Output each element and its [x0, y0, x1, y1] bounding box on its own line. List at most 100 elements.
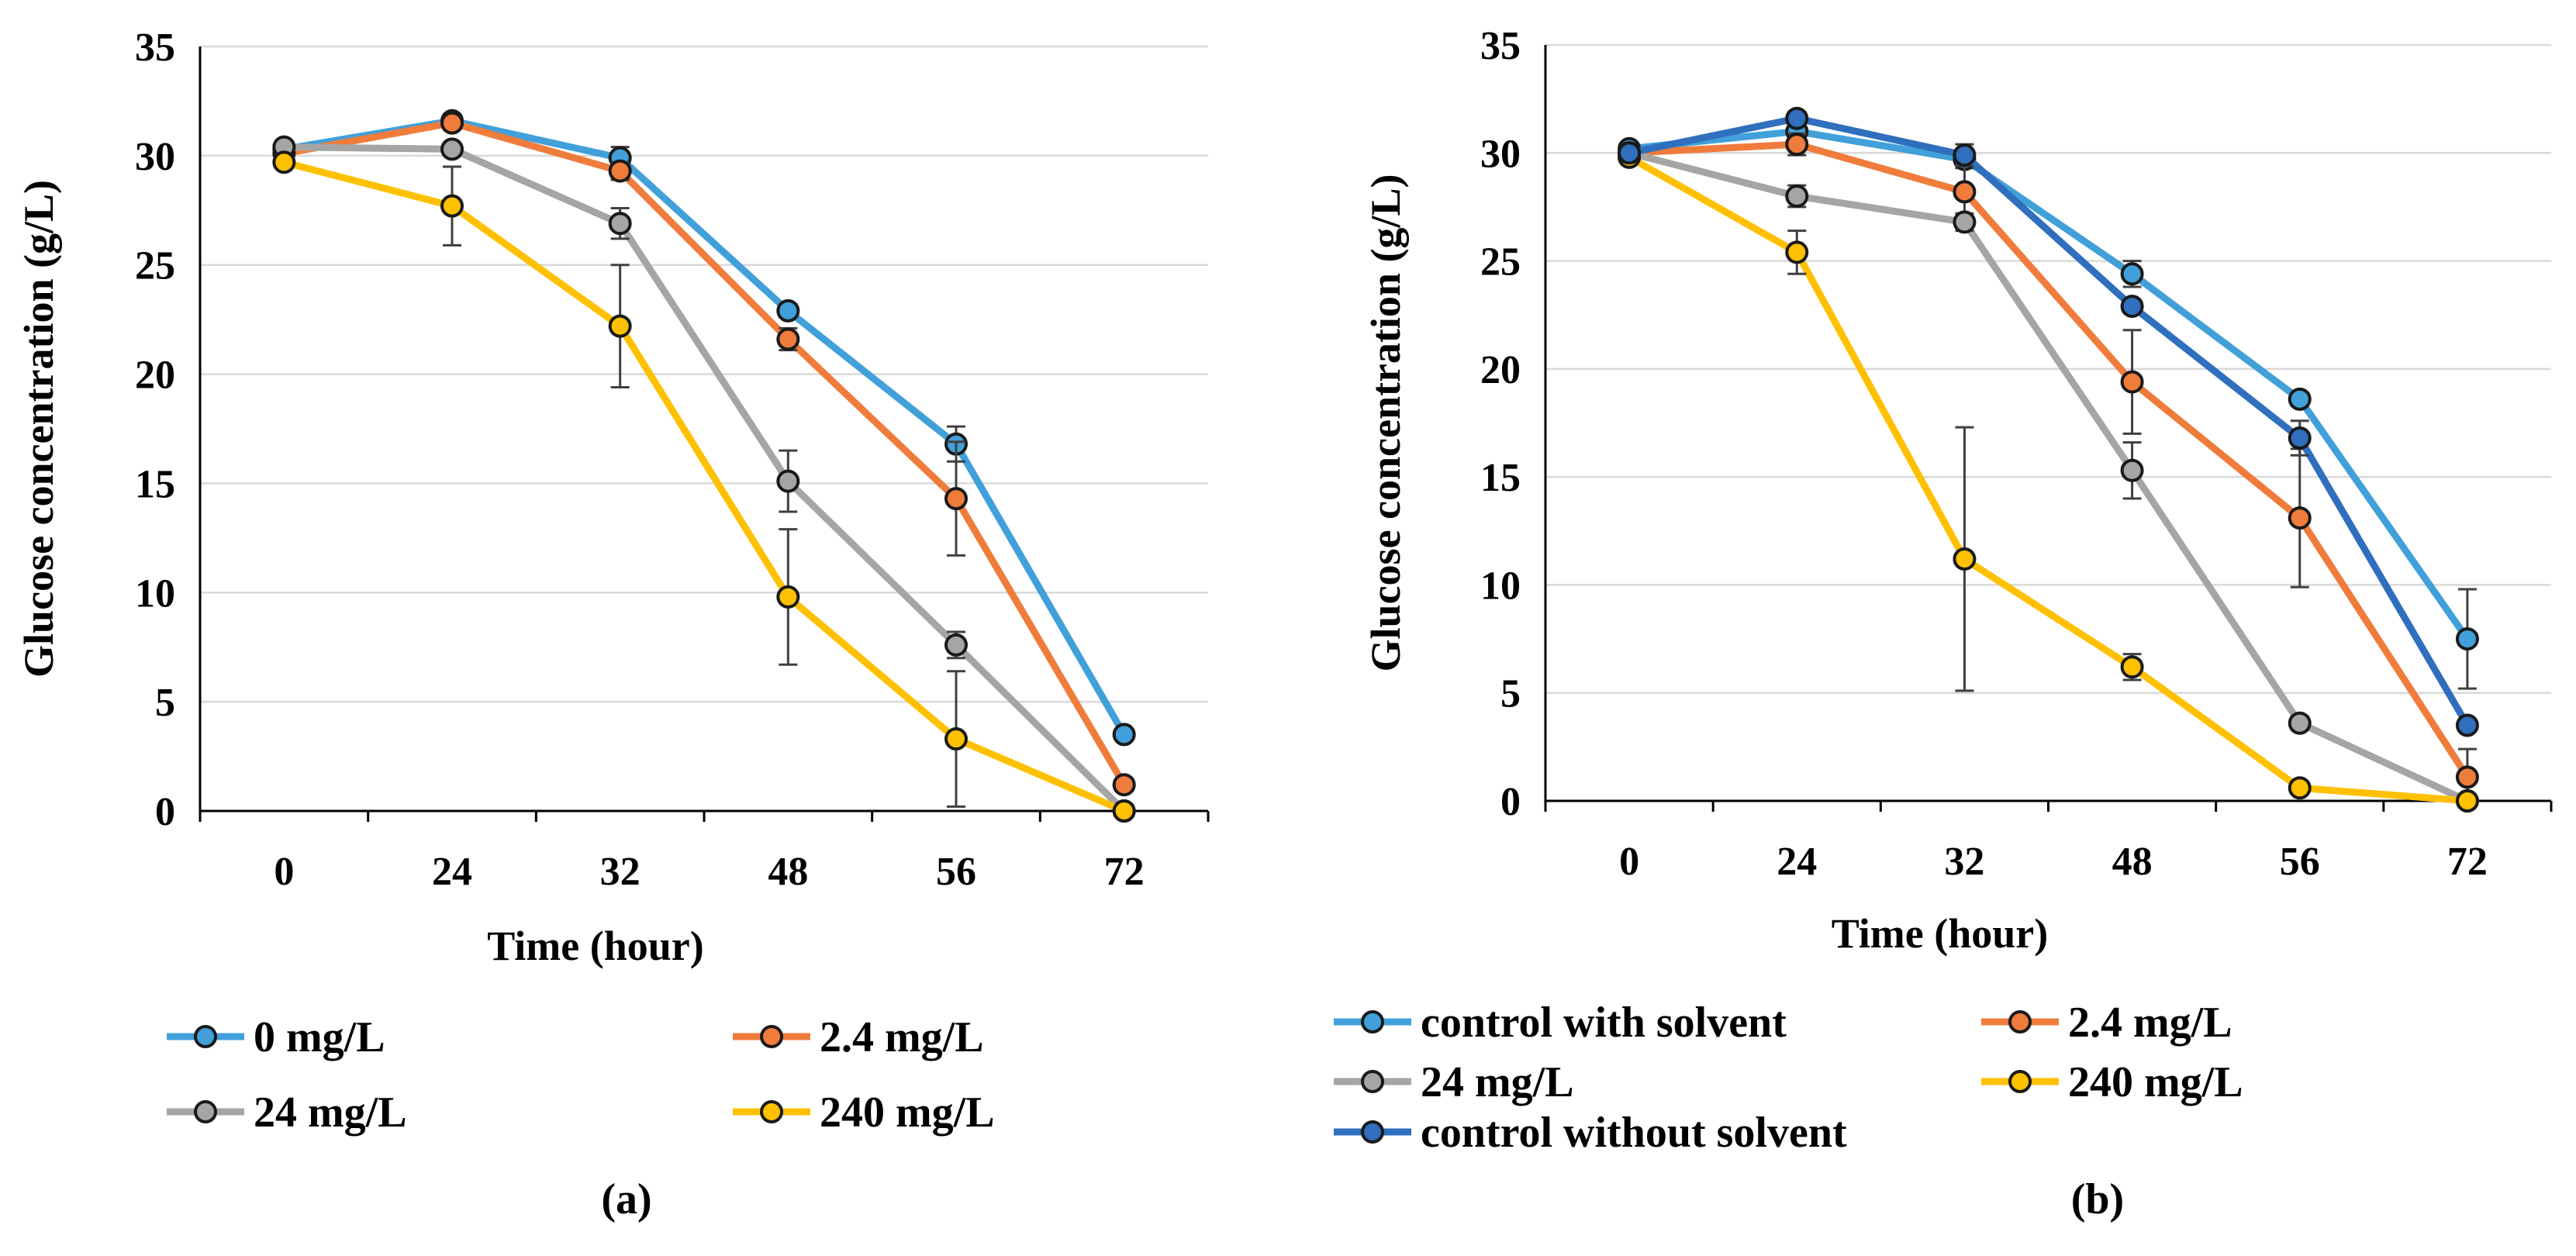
- y-tick-label: 30: [1480, 132, 1521, 176]
- series-240-mg-l: [272, 150, 1136, 823]
- y-tick-label: 5: [155, 681, 175, 725]
- data-point: [272, 150, 296, 174]
- data-point: [776, 298, 800, 323]
- series-line: [283, 158, 1126, 815]
- y-tick-label: 35: [135, 26, 175, 70]
- legend-label: control with solvent: [1421, 999, 1787, 1047]
- y-tick-label: 5: [1500, 672, 1521, 716]
- legend-item: 240 mg/L: [733, 1089, 995, 1137]
- panel-label: (a): [601, 1175, 651, 1223]
- series-line: [1627, 154, 2468, 805]
- data-point: [2455, 765, 2479, 789]
- x-tick-label: 48: [768, 850, 808, 894]
- legend-item: control without solvent: [1334, 1109, 1847, 1157]
- data-point: [2455, 789, 2479, 813]
- y-tick-label: 0: [155, 790, 175, 834]
- series-line: [1628, 115, 2471, 727]
- x-tick-label: 56: [2280, 840, 2320, 884]
- legend-swatch-marker: [1361, 1010, 1384, 1033]
- legend-label: 24 mg/L: [254, 1089, 407, 1137]
- series-240-mg-l: [1618, 145, 2479, 813]
- series-line: [284, 143, 1127, 814]
- y-tick-label: 35: [1480, 24, 1521, 68]
- data-point: [2288, 711, 2312, 735]
- data-point: [1618, 141, 1642, 165]
- legend-item: 2.4 mg/L: [1981, 999, 2232, 1047]
- x-tick-label: 72: [1104, 850, 1145, 894]
- x-tick-label: 56: [936, 850, 976, 894]
- legend-swatch-marker: [194, 1025, 217, 1048]
- data-point: [2288, 426, 2312, 450]
- data-point: [2455, 713, 2479, 737]
- data-point: [1953, 143, 1977, 167]
- data-point: [2288, 387, 2312, 411]
- data-point: [2288, 506, 2312, 530]
- data-point: [2120, 295, 2144, 319]
- legend-item: 240 mg/L: [1981, 1058, 2243, 1106]
- data-point: [1785, 133, 1809, 157]
- data-point: [608, 314, 632, 338]
- series-2-4-mg-l: [272, 111, 1136, 797]
- y-tick-label: 20: [135, 354, 175, 398]
- data-point: [944, 727, 968, 751]
- data-point: [1112, 799, 1136, 823]
- y-tick-label: 15: [1480, 456, 1521, 500]
- legend-label: 2.4 mg/L: [2068, 999, 2232, 1047]
- data-point: [944, 487, 968, 511]
- series-control-with-solvent: [1618, 119, 2479, 690]
- legend-swatch-marker: [2008, 1010, 2032, 1033]
- legend-swatch-marker: [1361, 1120, 1384, 1144]
- x-tick-label: 24: [432, 850, 472, 894]
- legend-label: 240 mg/L: [2068, 1058, 2243, 1106]
- data-point: [608, 212, 632, 236]
- legend-label: 2.4 mg/L: [820, 1013, 984, 1061]
- y-axis-title: Glucose concentration (g/L): [1362, 174, 1409, 672]
- legend-label: 0 mg/L: [254, 1013, 385, 1061]
- y-tick-label: 25: [1480, 240, 1521, 285]
- legend-item: 0 mg/L: [167, 1013, 385, 1061]
- chart-panel-b: 0 5 10 15 20 25 30 35 0 24 32 48 56 72 Time (hour) Gluc…: [1334, 24, 2553, 1223]
- x-tick-label: 32: [600, 850, 641, 894]
- x-axis-title: Time (hour): [487, 923, 704, 969]
- data-point: [2288, 776, 2312, 800]
- series-line: [1628, 127, 2471, 641]
- y-tick-label: 30: [135, 135, 175, 179]
- y-tick-label: 15: [135, 462, 175, 506]
- series-line: [283, 119, 1127, 787]
- legend-label: control without solvent: [1421, 1109, 1847, 1157]
- x-tick-label: 72: [2447, 840, 2488, 884]
- data-point: [776, 469, 800, 493]
- x-tick-label: 32: [1944, 840, 1984, 884]
- data-point: [1953, 180, 1977, 204]
- x-tick-label: 0: [1619, 840, 1639, 884]
- data-point: [776, 327, 800, 351]
- series-control-without-solvent: [1618, 106, 2479, 737]
- legend-item: 2.4 mg/L: [733, 1013, 984, 1061]
- data-point: [1785, 185, 1809, 208]
- y-tick-label: 0: [1500, 780, 1521, 824]
- data-point: [440, 137, 464, 161]
- series-line: [1628, 140, 2471, 779]
- data-point: [944, 633, 968, 657]
- legend-swatch-marker: [2008, 1070, 2032, 1093]
- x-tick-label: 48: [2112, 840, 2153, 884]
- data-point: [440, 194, 464, 218]
- y-tick-label: 20: [1480, 348, 1521, 392]
- data-point: [1953, 210, 1977, 234]
- y-tick-label: 10: [1480, 564, 1521, 608]
- data-point: [1953, 547, 1977, 571]
- legend-swatch-marker: [1361, 1070, 1384, 1093]
- legend-swatch-marker: [760, 1025, 783, 1048]
- series-line: [283, 117, 1127, 737]
- legend-item: 24 mg/L: [167, 1089, 407, 1137]
- data-point: [776, 585, 800, 609]
- data-point: [440, 111, 464, 135]
- y-tick-label: 25: [135, 244, 175, 288]
- data-point: [1112, 773, 1136, 797]
- data-point: [1112, 723, 1136, 747]
- y-axis-title: Glucose concentration (g/L): [16, 180, 62, 678]
- series-0-mg-l: [272, 109, 1136, 747]
- legend-item: 24 mg/L: [1334, 1058, 1574, 1106]
- data-point: [1785, 240, 1809, 264]
